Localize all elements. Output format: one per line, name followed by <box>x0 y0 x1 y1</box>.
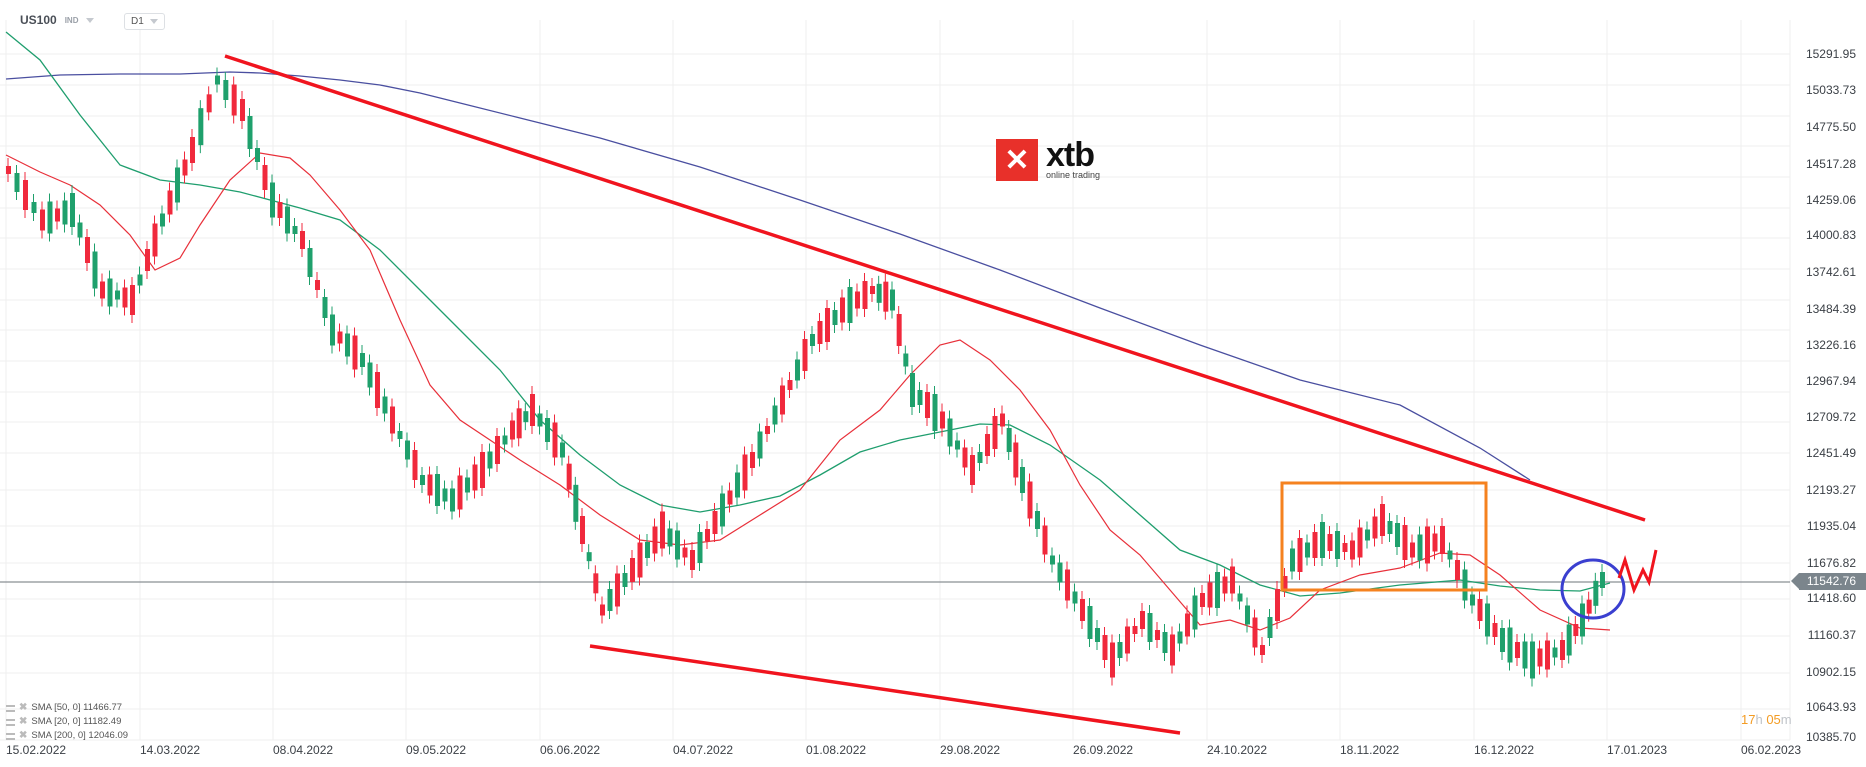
xtb-mark-icon: ✕ <box>996 139 1038 181</box>
timeframe-value: D1 <box>131 16 144 27</box>
date-label: 17.01.2023 <box>1607 743 1668 757</box>
chevron-down-icon <box>149 19 158 24</box>
settings-icon[interactable] <box>6 732 15 740</box>
price-label: 11418.60 <box>1806 591 1856 605</box>
logo-tagline: online trading <box>1046 170 1101 180</box>
price-label: 12193.27 <box>1805 483 1856 497</box>
projection-zigzag <box>1617 549 1658 595</box>
consolidation-box <box>1280 481 1488 592</box>
date-label: 16.12.2022 <box>1474 743 1535 757</box>
current-price-badge: 11542.76 <box>1790 573 1866 590</box>
indicator-legend: ✖ SMA [50, 0] 11466.77 ✖ SMA [20, 0] 111… <box>6 701 128 743</box>
date-label: 14.03.2022 <box>140 743 201 757</box>
date-label: 06.02.2023 <box>1741 743 1802 757</box>
timer-m-unit: m <box>1780 712 1792 727</box>
xtb-logo: ✕ xtb online trading <box>996 136 1101 181</box>
timeframe-select[interactable]: D1 <box>124 13 165 30</box>
price-label: 10385.70 <box>1805 730 1856 744</box>
timer-hours: 17 <box>1741 712 1756 727</box>
date-label: 09.05.2022 <box>406 743 467 757</box>
date-label: 15.02.2022 <box>6 743 67 757</box>
price-label: 14000.83 <box>1805 228 1856 242</box>
support-trendline <box>589 644 1181 735</box>
price-label: 14517.28 <box>1805 157 1856 171</box>
chevron-down-icon[interactable] <box>86 17 95 23</box>
legend-sma20[interactable]: ✖ SMA [20, 0] 11182.49 <box>6 715 128 729</box>
timer-h-unit: h <box>1755 712 1763 727</box>
date-label: 26.09.2022 <box>1073 743 1134 757</box>
timer-minutes: 05 <box>1766 712 1781 727</box>
candles <box>6 67 1605 687</box>
date-label: 04.07.2022 <box>673 743 734 757</box>
date-label: 29.08.2022 <box>940 743 1001 757</box>
price-label: 13742.61 <box>1805 265 1856 279</box>
price-label: 12451.49 <box>1805 446 1856 460</box>
date-label: 24.10.2022 <box>1207 743 1268 757</box>
symbol-header[interactable]: US100 IND <box>20 13 95 27</box>
close-icon[interactable]: ✖ <box>19 702 28 713</box>
price-label: 14775.50 <box>1805 120 1856 134</box>
price-label: 13484.39 <box>1805 302 1856 316</box>
date-label: 18.11.2022 <box>1340 743 1400 757</box>
candle-countdown: 17h 05m <box>1741 712 1792 727</box>
grid <box>0 20 1791 741</box>
price-label: 15033.73 <box>1805 83 1856 97</box>
price-label: 10643.93 <box>1805 700 1856 714</box>
date-label: 01.08.2022 <box>806 743 867 757</box>
price-label: 11935.04 <box>1806 519 1856 533</box>
sma50-line <box>5 31 1611 597</box>
close-icon[interactable]: ✖ <box>19 730 28 741</box>
date-label: 08.04.2022 <box>273 743 334 757</box>
close-icon[interactable]: ✖ <box>19 716 28 727</box>
legend-sma200[interactable]: ✖ SMA [200, 0] 12046.09 <box>6 729 128 743</box>
sma20-line <box>5 152 1611 631</box>
price-label: 14259.06 <box>1805 193 1856 207</box>
price-label: 11676.82 <box>1806 556 1856 570</box>
price-label: 13226.16 <box>1805 338 1856 352</box>
price-label: 15291.95 <box>1805 47 1856 61</box>
sma200-line <box>5 71 1531 481</box>
settings-icon[interactable] <box>6 704 15 712</box>
price-label: 11160.37 <box>1807 628 1856 642</box>
resistance-trendline <box>224 54 1646 522</box>
legend-label: SMA [200, 0] 12046.09 <box>31 730 129 741</box>
symbol-name: US100 <box>20 13 57 27</box>
price-label: 12967.94 <box>1805 374 1856 388</box>
price-label: 10902.15 <box>1805 665 1856 679</box>
logo-brand: xtb <box>1046 136 1095 174</box>
legend-label: SMA [20, 0] 11182.49 <box>31 716 122 727</box>
legend-label: SMA [50, 0] 11466.77 <box>31 702 123 713</box>
highlight-circle <box>1560 558 1626 620</box>
instrument-type: IND <box>64 15 79 25</box>
settings-icon[interactable] <box>6 718 15 726</box>
price-label: 12709.72 <box>1805 410 1856 424</box>
legend-sma50[interactable]: ✖ SMA [50, 0] 11466.77 <box>6 701 128 715</box>
date-label: 06.06.2022 <box>540 743 601 757</box>
